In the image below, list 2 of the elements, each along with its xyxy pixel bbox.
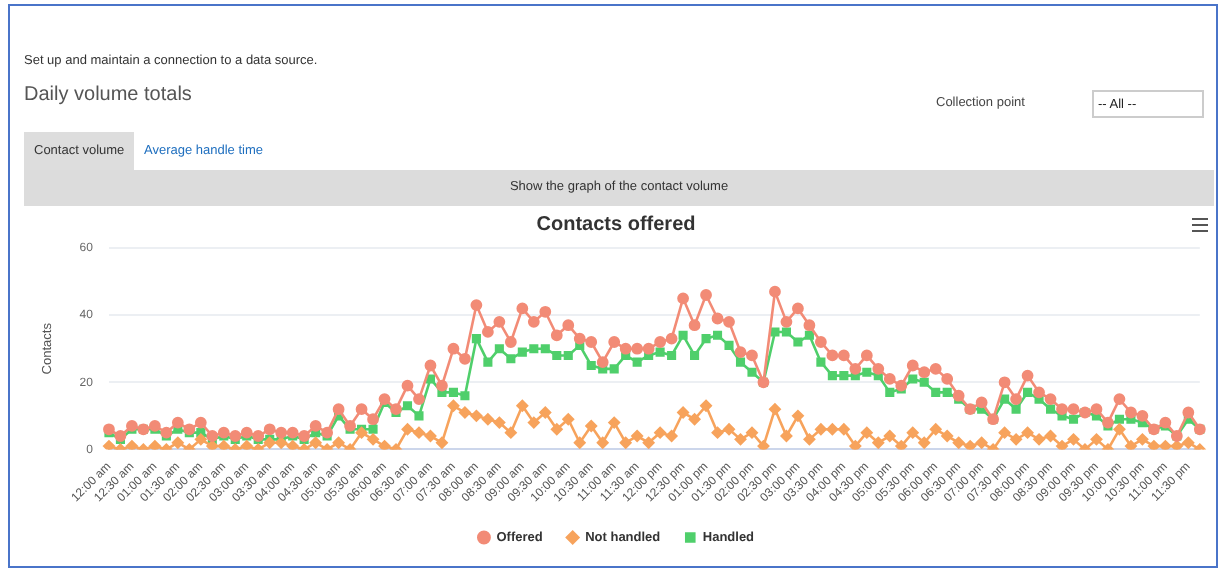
chart-title: Contacts offered — [536, 213, 696, 236]
text: Daily volume totals — [24, 84, 192, 106]
